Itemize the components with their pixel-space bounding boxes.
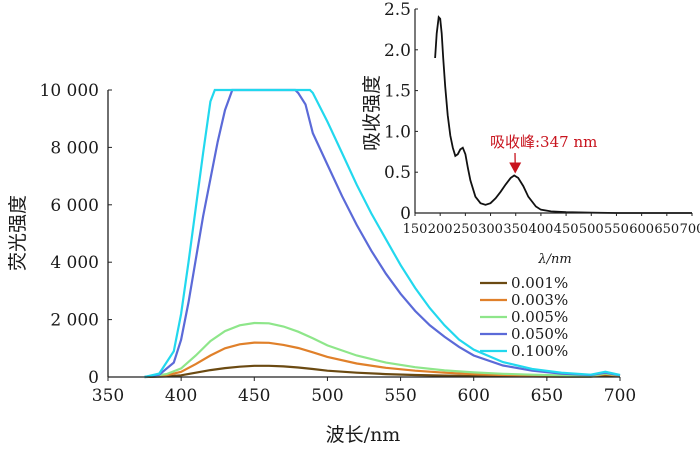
- legend: 0.001%0.003%0.005%0.050%0.100%: [480, 274, 568, 360]
- inset-x-tick-label: 350: [503, 222, 528, 237]
- inset-x-tick-label: 400: [528, 222, 553, 237]
- legend-label-3: 0.005%: [511, 308, 568, 326]
- main-y-tick-label: 2 000: [50, 311, 99, 331]
- legend-label-4: 0.050%: [511, 325, 568, 343]
- main-y-tick-label: 0: [88, 368, 99, 388]
- series-line-3: [144, 321, 621, 379]
- inset-x-tick-label: 600: [629, 222, 654, 237]
- inset-y-tick-label: 2.5: [384, 0, 411, 20]
- main-x-tick-label: 400: [165, 386, 197, 406]
- inset-series-group: [434, 15, 692, 214]
- main-y-tick-label: 6 000: [50, 196, 99, 216]
- inset-series-line: [434, 15, 692, 214]
- inset-y-tick-label: 1.0: [384, 122, 411, 142]
- main-x-tick-label: 650: [531, 386, 563, 406]
- main-x-tick-label: 700: [604, 386, 636, 406]
- inset-annotation-arrow-head: [509, 162, 522, 174]
- main-y-tick-label: 8 000: [50, 138, 99, 158]
- inset-annotation-text: 吸收峰:347 nm: [490, 133, 597, 151]
- inset-y-tick-label: 2.0: [384, 41, 411, 61]
- inset-y-tick-label: 0: [400, 204, 411, 224]
- inset-x-tick-label: 650: [654, 222, 679, 237]
- main-x-tick-label: 500: [311, 386, 343, 406]
- series-line-4: [144, 88, 621, 379]
- inset-x-tick-label: 250: [453, 222, 478, 237]
- inset-y-axis-label: 吸收强度: [361, 75, 383, 151]
- legend-label-5: 0.100%: [511, 342, 568, 360]
- inset-x-tick-label: 300: [478, 222, 503, 237]
- main-x-tick-label: 600: [457, 386, 489, 406]
- inset-y-tick-label: 1.5: [384, 82, 411, 102]
- inset-x-tick-label: 450: [554, 222, 579, 237]
- main-y-tick-label: 4 000: [50, 253, 99, 273]
- series-line-5: [144, 88, 621, 379]
- inset-x-tick-label: 500: [579, 222, 604, 237]
- inset-background: [402, 2, 700, 220]
- inset-x-tick-label: 200: [428, 222, 453, 237]
- main-x-tick-label: 350: [92, 386, 124, 406]
- inset-annotation: 吸收峰:347 nm: [490, 133, 597, 174]
- main-x-axis-label: 波长/nm: [326, 424, 401, 446]
- inset-x-axis-label: λ/nm: [537, 252, 571, 267]
- main-x-tick-label: 450: [238, 386, 270, 406]
- inset-x-tick-label: 550: [604, 222, 629, 237]
- main-y-axis-label: 荧光强度: [7, 195, 29, 271]
- main-y-tick-label: 10 000: [40, 81, 99, 101]
- inset-x-tick-label: 700: [680, 222, 700, 237]
- inset-y-tick-label: 0.5: [384, 163, 411, 183]
- inset-x-tick-label: 150: [403, 222, 428, 237]
- legend-label-2: 0.003%: [511, 291, 568, 309]
- legend-label-1: 0.001%: [511, 274, 568, 292]
- main-x-tick-label: 550: [384, 386, 416, 406]
